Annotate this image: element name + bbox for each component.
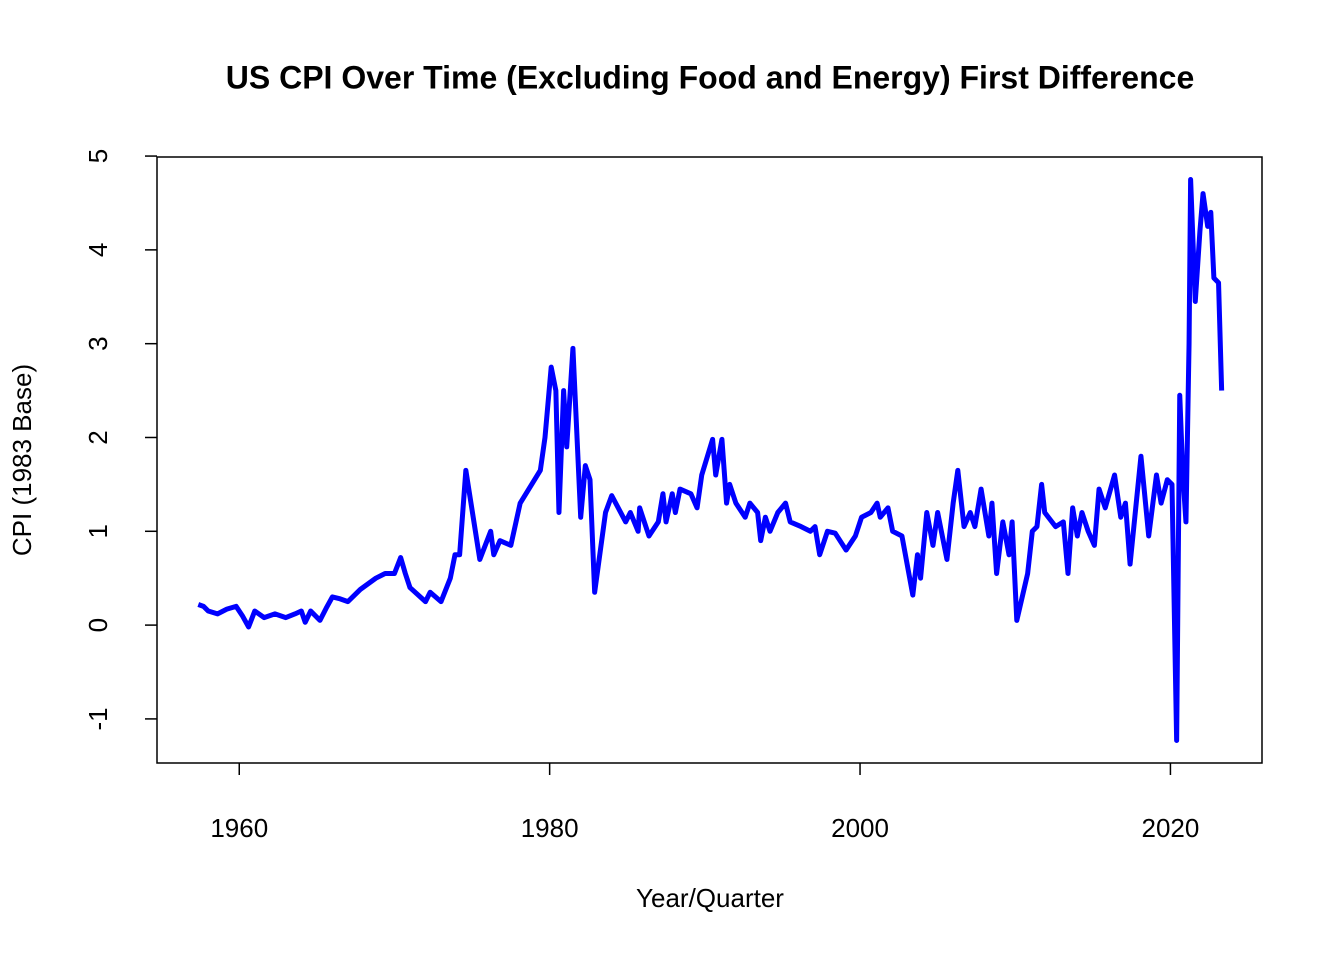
data-line [197, 177, 1225, 743]
x-tick-label: 2000 [831, 813, 889, 843]
y-tick-label: 1 [83, 524, 113, 538]
x-axis-label: Year/Quarter [636, 883, 784, 913]
y-tick-label: 0 [83, 618, 113, 632]
x-tick-label: 2020 [1142, 813, 1200, 843]
y-tick-label: 5 [83, 149, 113, 163]
x-tick-label: 1980 [521, 813, 579, 843]
y-tick-label: 3 [83, 336, 113, 350]
chart-title: US CPI Over Time (Excluding Food and Ene… [226, 59, 1194, 95]
plot-frame [156, 156, 1263, 764]
y-tick-label: 4 [83, 243, 113, 257]
y-tick-label: -1 [83, 707, 113, 730]
y-tick-label: 2 [83, 430, 113, 444]
x-tick-label: 1960 [210, 813, 268, 843]
y-axis-label: CPI (1983 Base) [7, 364, 37, 556]
